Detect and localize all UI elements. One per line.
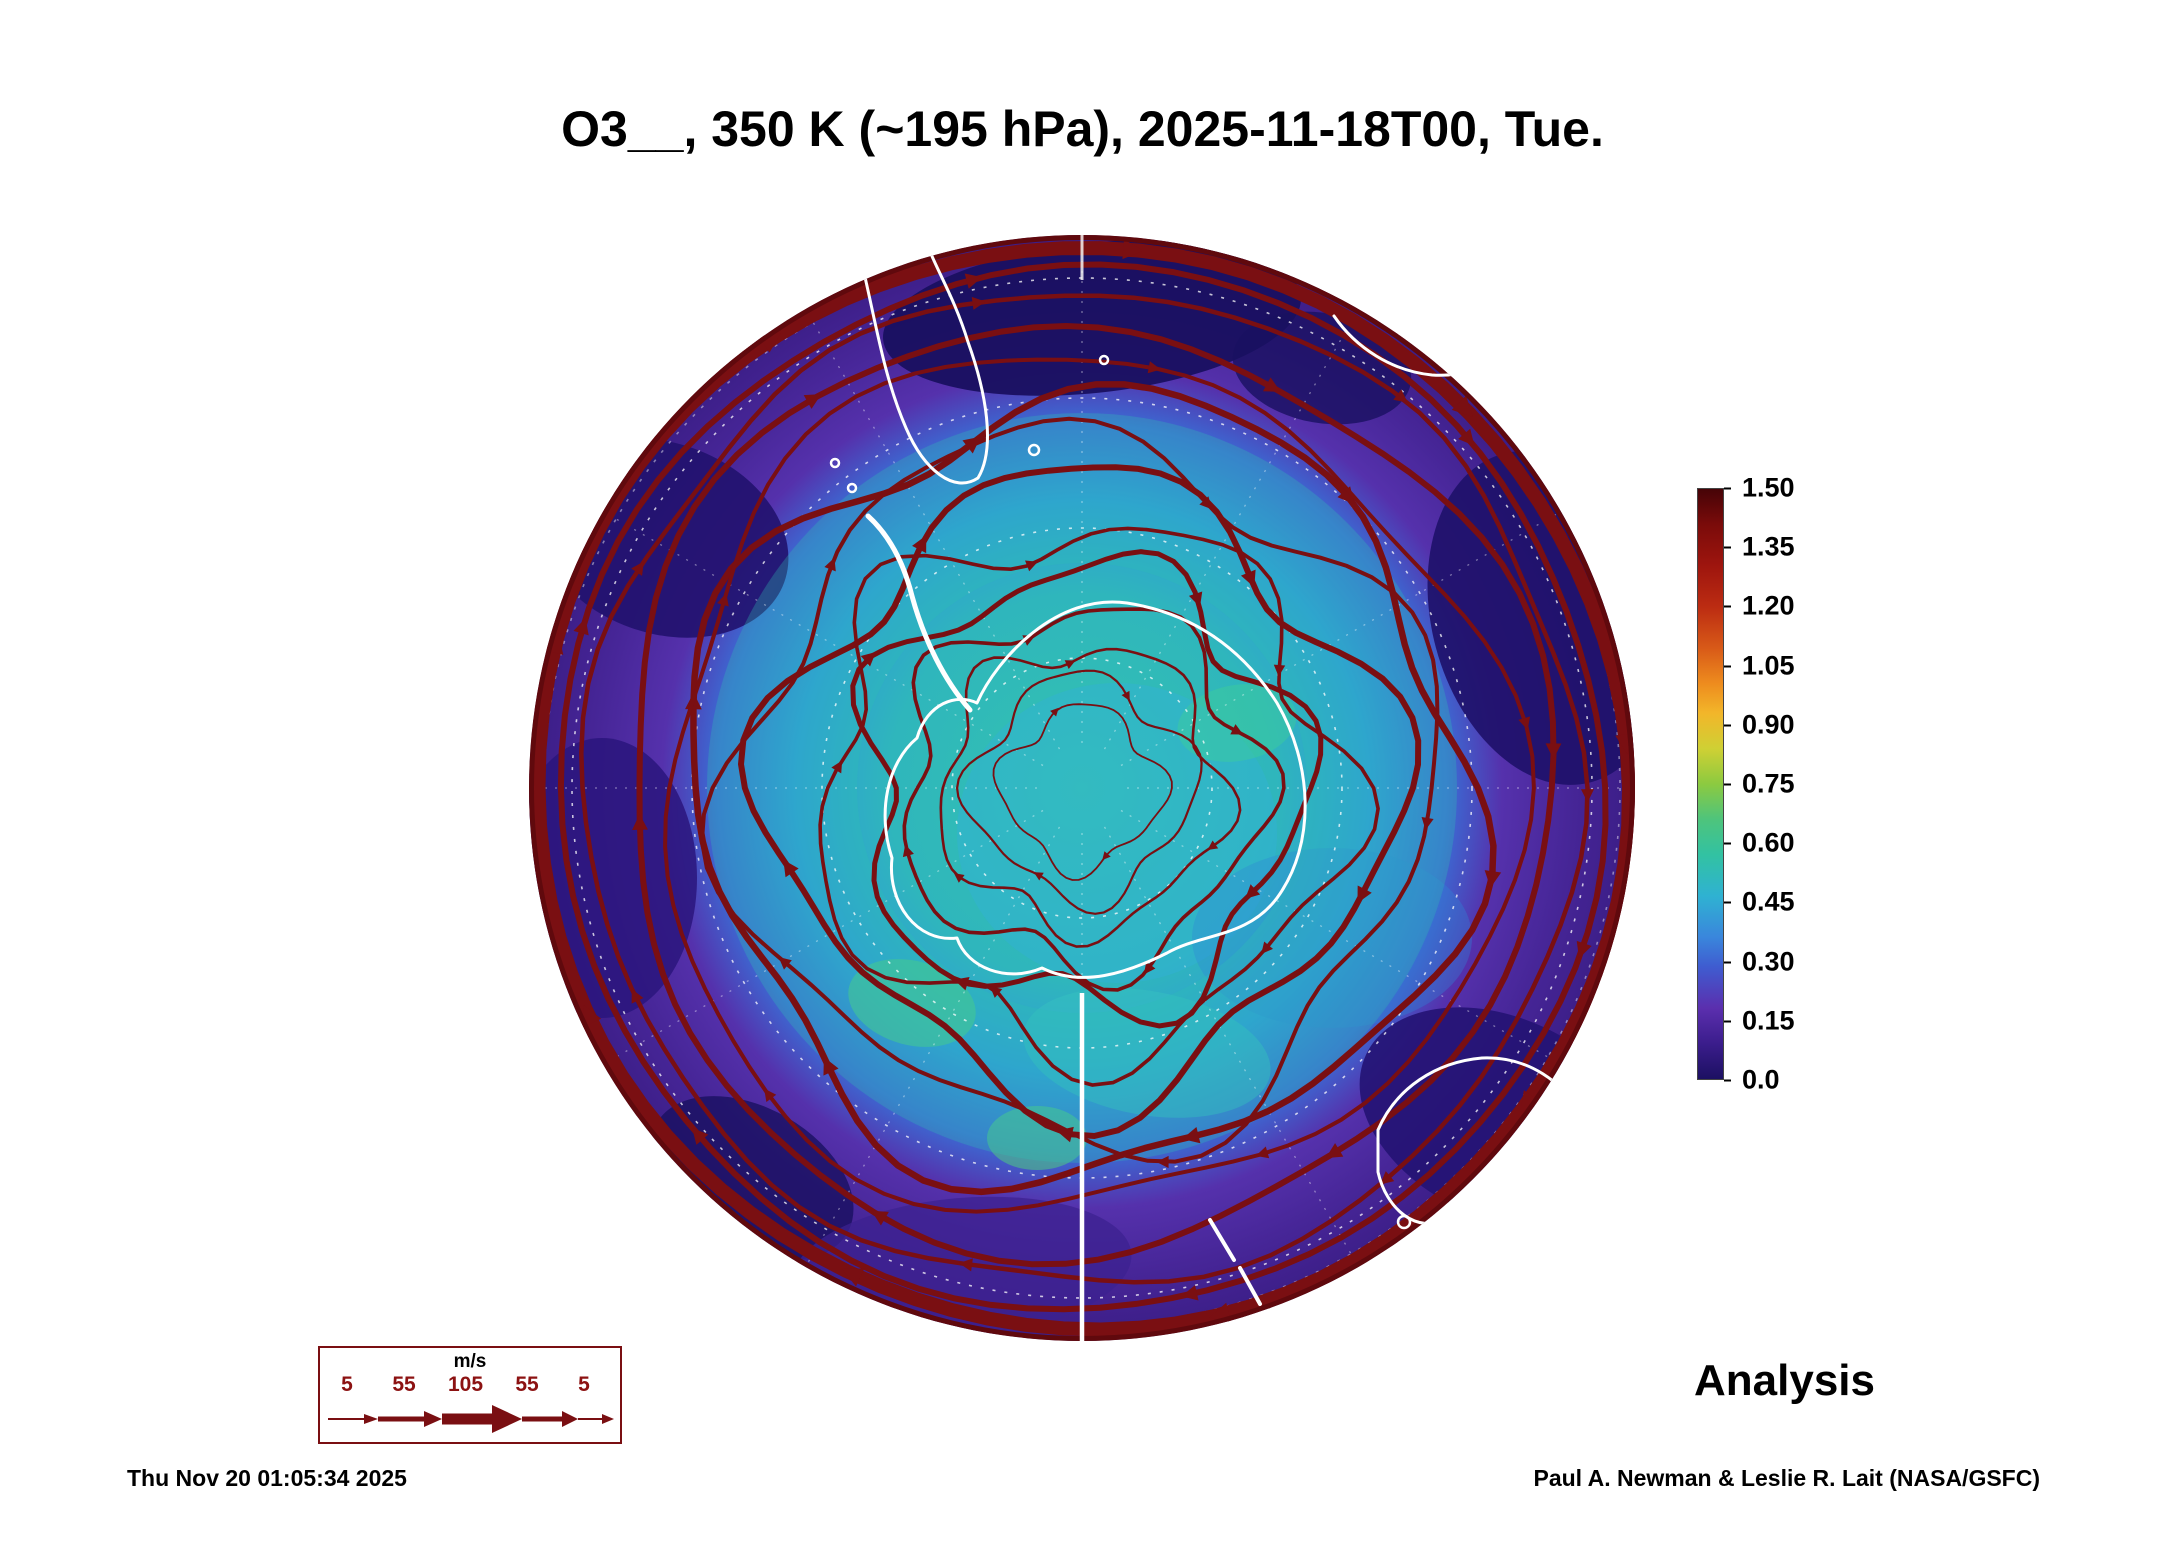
tick-mark xyxy=(1724,842,1731,844)
colorbar-tick: 1.05 xyxy=(1724,651,1795,682)
tick-mark xyxy=(1724,724,1731,726)
tick-mark xyxy=(1724,901,1731,903)
colorbar-tick: 0.45 xyxy=(1724,887,1795,918)
tick-mark xyxy=(1724,1020,1731,1022)
colorbar-tick-label: 1.35 xyxy=(1742,531,1795,562)
colorbar-tick-label: 0.30 xyxy=(1742,946,1795,977)
colorbar-tick-label: 0.75 xyxy=(1742,768,1795,799)
colorbar-tick: 1.50 xyxy=(1724,473,1795,504)
tick-mark xyxy=(1724,665,1731,667)
tick-mark xyxy=(1724,605,1731,607)
colorbar-tick-label: 1.50 xyxy=(1742,472,1795,503)
wind-speed-value: 5 xyxy=(578,1373,590,1396)
wind-speed-value: 55 xyxy=(392,1373,416,1396)
colorbar-tick: 1.20 xyxy=(1724,591,1795,622)
wind-speed-values: 5 55 105 55 5 xyxy=(320,1373,620,1397)
tick-mark xyxy=(1724,487,1731,489)
colorbar-tick-label: 0.0 xyxy=(1742,1064,1780,1095)
tick-mark xyxy=(1724,961,1731,963)
timestamp: Thu Nov 20 01:05:34 2025 xyxy=(127,1465,407,1491)
colorbar-tick: 0.30 xyxy=(1724,947,1795,978)
colorbar-tick-label: 0.60 xyxy=(1742,827,1795,858)
colorbar-tick-label: 0.45 xyxy=(1742,886,1795,917)
colorbar-tick: 1.35 xyxy=(1724,532,1795,563)
streamlines xyxy=(531,239,1635,1337)
arrow-icon xyxy=(602,1414,614,1424)
wind-speed-value: 105 xyxy=(447,1373,484,1396)
wind-arrow-scale xyxy=(328,1405,614,1433)
colorbar-tick: 0.0 xyxy=(1724,1065,1780,1096)
colorbar-tick-label: 1.20 xyxy=(1742,590,1795,621)
arrow-icon xyxy=(492,1405,522,1433)
credit-line: Paul A. Newman & Leslie R. Lait (NASA/GS… xyxy=(1533,1465,2040,1491)
tick-mark xyxy=(1724,783,1731,785)
wind-speed-value: 55 xyxy=(515,1373,539,1396)
wind-unit-label: m/s xyxy=(453,1351,487,1372)
colorbar-tick: 0.90 xyxy=(1724,710,1795,741)
colorbar-tick-label: 0.15 xyxy=(1742,1005,1795,1036)
polar-map xyxy=(529,235,1635,1341)
colorbar-tick-label: 0.90 xyxy=(1742,709,1795,740)
wind-speed-legend: m/s 5 55 105 55 5 xyxy=(318,1346,622,1444)
tick-mark xyxy=(1724,1079,1731,1081)
colorbar-tick: 0.15 xyxy=(1724,1006,1795,1037)
arrow-icon xyxy=(364,1414,378,1424)
colorbar-tick-label: 1.05 xyxy=(1742,650,1795,681)
colorbar-tick: 0.75 xyxy=(1724,769,1795,800)
analysis-label: Analysis xyxy=(1694,1356,1875,1405)
arrow-icon xyxy=(424,1411,442,1427)
colorbar: 1.50 1.35 1.20 1.05 0.90 0.75 0.60 0.45 … xyxy=(1697,473,1847,1095)
arrow-icon xyxy=(562,1411,578,1427)
page-title: O3__, 350 K (~195 hPa), 2025-11-18T00, T… xyxy=(561,101,1604,157)
colorbar-gradient xyxy=(1697,488,1724,1080)
colorbar-tick: 0.60 xyxy=(1724,828,1795,859)
tick-mark xyxy=(1724,546,1731,548)
wind-speed-value: 5 xyxy=(341,1373,353,1396)
